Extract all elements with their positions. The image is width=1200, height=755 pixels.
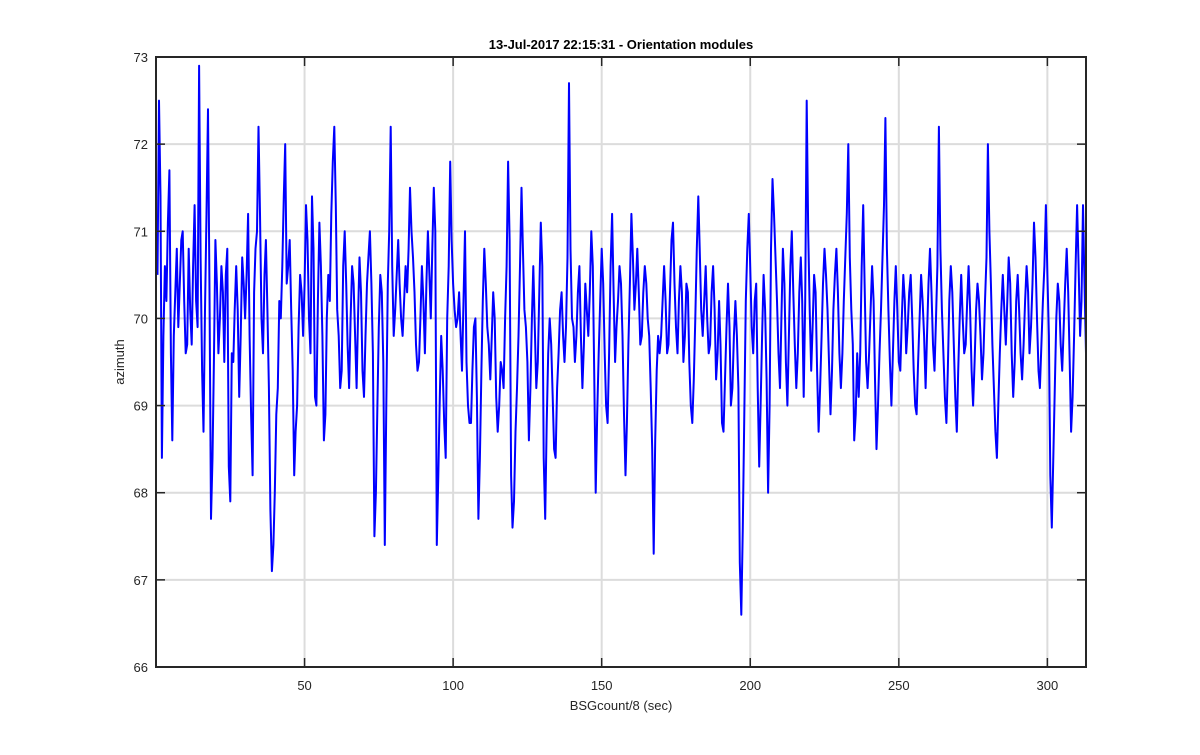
x-tick-label: 250	[888, 678, 910, 693]
y-tick-label: 67	[134, 573, 148, 588]
x-axis-label: BSGcount/8 (sec)	[570, 698, 673, 713]
y-tick-label: 73	[134, 50, 148, 65]
x-tick-label: 300	[1037, 678, 1059, 693]
x-tick-label: 200	[739, 678, 761, 693]
y-tick-label: 71	[134, 224, 148, 239]
azimuth-series-line	[156, 64, 1087, 616]
x-tick-label: 50	[297, 678, 311, 693]
y-tick-label: 72	[134, 137, 148, 152]
x-tick-label: 150	[591, 678, 613, 693]
plot-area-background	[156, 57, 1086, 667]
axis-ticks	[156, 56, 1086, 668]
y-tick-label: 70	[134, 311, 148, 326]
plot-area-frame	[155, 56, 1087, 668]
series-layer	[156, 64, 1087, 616]
y-tick-label: 68	[134, 486, 148, 501]
chart-title: 13-Jul-2017 22:15:31 - Orientation modul…	[489, 37, 753, 52]
y-tick-label: 66	[134, 660, 148, 675]
y-tick-label: 69	[134, 399, 148, 414]
x-tick-label: 100	[442, 678, 464, 693]
tick-labels: 50 100 150 200 250 300 66 67 68 69 70 71 72 73	[134, 50, 1059, 693]
y-axis-label: azimuth	[112, 339, 127, 385]
